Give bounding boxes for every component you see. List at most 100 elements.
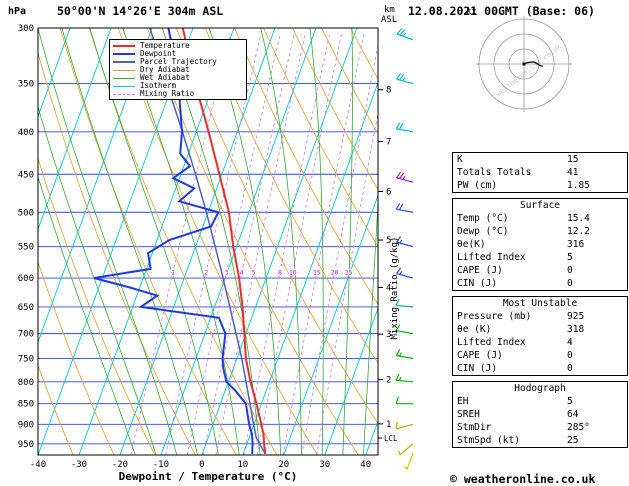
lcl-label: LCL [384, 434, 398, 443]
legend-item: Mixing Ratio [113, 90, 243, 98]
svg-text:750: 750 [18, 355, 34, 365]
svg-text:30: 30 [319, 460, 330, 470]
stat-label: CIN (J) [457, 278, 498, 289]
legend-item: Dewpoint [113, 50, 243, 58]
legend-line-swatch [113, 61, 135, 63]
stats-section-header: Hodograph [514, 383, 566, 394]
wind-barb-column [395, 28, 414, 470]
svg-text:10: 10 [237, 460, 248, 470]
mixing-ratio-value-label: 2 [204, 268, 208, 276]
stat-value: 318 [567, 324, 585, 335]
stat-label: Totals Totals [457, 167, 532, 178]
stat-value: 64 [567, 409, 579, 420]
parcel-trajectory-line [149, 28, 266, 455]
mixing-ratio-value-label: 20 [331, 268, 339, 276]
km-tick-label: 2 [386, 376, 391, 386]
legend-label: Wet Adiabat [140, 73, 190, 82]
stat-label: CAPE (J) [457, 265, 503, 276]
mixing-ratio-value-label: 5 [252, 268, 256, 276]
svg-text:450: 450 [18, 170, 34, 180]
stats-panel: K 15 Totals Totals 41 PW (cm) 1.85 Surface Temp… [452, 152, 628, 453]
wind-barb [395, 122, 414, 133]
x-axis-title: Dewpoint / Temperature (°C) [118, 470, 298, 483]
legend-label: Isotherm [140, 81, 177, 90]
stat-value: 0 [567, 278, 573, 289]
hodograph-origin-marker [522, 62, 526, 66]
stat-value: 0 [567, 265, 573, 276]
wind-barb [395, 324, 414, 335]
station-title: 50°00'N 14°26'E 304m ASL [57, 4, 224, 18]
svg-text:550: 550 [18, 243, 34, 253]
stat-row: EH 5 [453, 395, 627, 408]
mixing-ratio-value-label: 8 [278, 268, 282, 276]
svg-text:350: 350 [18, 80, 34, 90]
svg-text:500: 500 [18, 208, 34, 218]
stat-row: CIN (J) 0 [453, 277, 627, 290]
stat-label: K [457, 154, 463, 165]
wind-barb [396, 267, 414, 279]
stat-row: Temp (°C) 15.4 [453, 212, 627, 225]
stat-label: θe (K) [457, 324, 492, 335]
stat-row: CAPE (J) 0 [453, 349, 627, 362]
stats-section-header: Most Unstable [502, 298, 578, 309]
stat-value: 5 [567, 396, 573, 407]
stat-value: 1.85 [567, 180, 590, 191]
legend-item: Dry Adiabat [113, 66, 243, 74]
wind-barb [395, 349, 414, 360]
stat-value: 925 [567, 311, 585, 322]
stat-label: EH [457, 396, 469, 407]
stat-row: StmDir 285° [453, 421, 627, 434]
legend-line-swatch [113, 69, 135, 71]
legend-label: Dewpoint [140, 49, 177, 58]
legend-item: Isotherm [113, 82, 243, 90]
temperature-line [181, 28, 267, 455]
wind-barb [395, 421, 414, 430]
stat-row: StmSpd (kt) 25 [453, 434, 627, 447]
svg-text:-20: -20 [112, 460, 128, 470]
stat-label: StmDir [457, 422, 492, 433]
stats-section: Surface Temp (°C) 15.4 Dewp (°C) 12.2 θe(K) 31… [452, 198, 628, 291]
pressure-axis-unit: hPa [8, 6, 27, 17]
stat-row: Pressure (mb) 925 [453, 310, 627, 323]
chart-legend: Temperature Dewpoint Parcel Trajectory Dry … [109, 39, 247, 100]
legend-item: Temperature [113, 42, 243, 50]
dewpoint-line [93, 28, 254, 454]
stat-row: CAPE (J) 0 [453, 264, 627, 277]
wind-barb [398, 443, 414, 456]
stats-section: Most Unstable Pressure (mb) 925 θe (K) 318 Li… [452, 296, 628, 376]
wind-barb [395, 373, 414, 383]
legend-label: Parcel Trajectory [140, 57, 217, 66]
svg-text:300: 300 [18, 24, 34, 34]
wind-barb [395, 202, 414, 213]
svg-text:850: 850 [18, 400, 34, 410]
stats-section: Hodograph EH 5 SREH 64 StmDir 285° StmSpd (kt) 2… [452, 381, 628, 448]
km-tick-label: 8 [386, 86, 391, 96]
stat-row: Lifted Index 4 [453, 336, 627, 349]
svg-text:700: 700 [18, 330, 34, 340]
stat-row: PW (cm) 1.85 [453, 179, 627, 192]
stat-row: SREH 64 [453, 408, 627, 421]
asl-axis-unit: ASL [381, 15, 397, 25]
stat-value: 316 [567, 239, 585, 250]
stat-label: PW (cm) [457, 180, 498, 191]
svg-text:0: 0 [199, 460, 204, 470]
svg-text:800: 800 [18, 378, 34, 388]
stat-label: CIN (J) [457, 363, 498, 374]
stat-label: Pressure (mb) [457, 311, 532, 322]
svg-text:400: 400 [18, 128, 34, 138]
pressure-tick-labels: 300 350 400 450 500 550 600 650 700 750 800 850 900 9… [18, 24, 34, 450]
legend-label: Dry Adiabat [140, 65, 190, 74]
temperature-tick-labels: -40 -30 -20 -10 0 10 20 30 40 [30, 460, 371, 470]
stat-label: StmSpd (kt) [457, 435, 520, 446]
stat-row: CIN (J) 0 [453, 362, 627, 375]
stat-label: Lifted Index [457, 337, 526, 348]
wind-barb [396, 28, 414, 41]
km-tick-label: 7 [386, 138, 391, 148]
km-tick-label: 3 [386, 330, 391, 340]
plot-area [38, 28, 378, 455]
stat-row: Totals Totals 41 [453, 166, 627, 179]
legend-line-swatch [113, 85, 135, 87]
svg-text:-10: -10 [153, 460, 169, 470]
svg-text:40: 40 [360, 460, 371, 470]
